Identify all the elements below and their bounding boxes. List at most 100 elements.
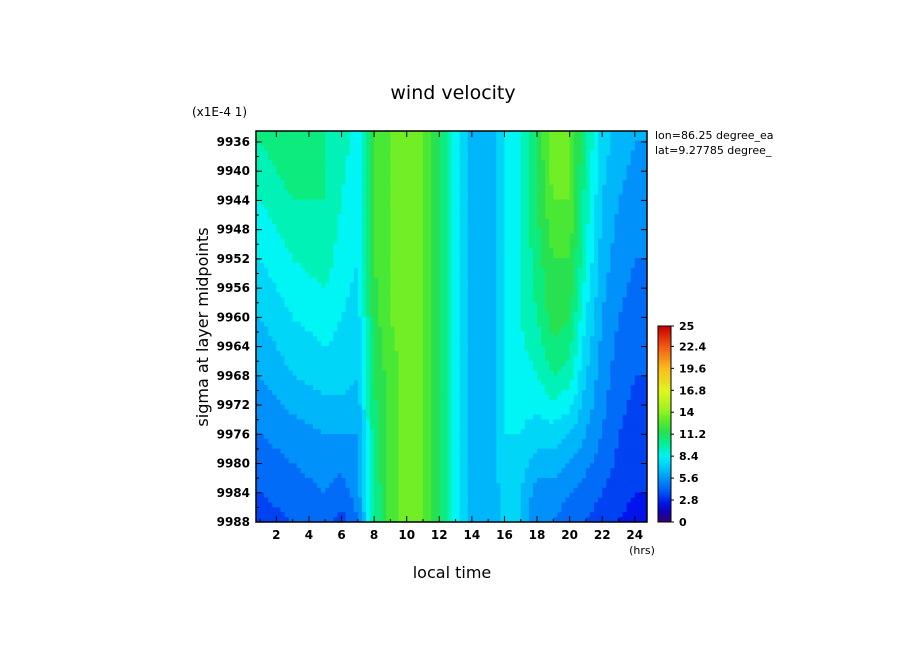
contour-cell bbox=[337, 370, 343, 376]
contour-cell bbox=[288, 267, 294, 274]
contour-cell bbox=[394, 346, 400, 352]
contour-cell bbox=[634, 365, 640, 372]
contour-cell bbox=[410, 321, 416, 328]
contour-cell bbox=[317, 346, 322, 352]
contour-cell bbox=[427, 282, 432, 288]
contour-cell bbox=[524, 302, 530, 308]
contour-cell bbox=[410, 218, 416, 225]
contour-cell bbox=[589, 316, 595, 323]
contour-cell bbox=[622, 297, 628, 303]
contour-cell bbox=[512, 292, 518, 298]
contour-cell bbox=[264, 311, 269, 318]
contour-cell bbox=[537, 179, 542, 186]
contour-cell bbox=[594, 258, 599, 264]
contour-cell bbox=[382, 302, 387, 308]
contour-cell bbox=[345, 321, 351, 328]
contour-cell bbox=[398, 287, 404, 293]
contour-cell bbox=[365, 179, 371, 186]
contour-cell bbox=[528, 160, 534, 166]
contour-cell bbox=[545, 292, 550, 298]
contour-cell bbox=[280, 189, 286, 196]
contour-cell bbox=[313, 258, 318, 264]
contour-cell bbox=[471, 218, 477, 225]
contour-cell bbox=[471, 155, 477, 161]
contour-cell bbox=[537, 336, 542, 342]
contour-cell bbox=[610, 346, 616, 352]
contour-cell bbox=[288, 140, 294, 147]
contour-cell bbox=[537, 243, 542, 249]
contour-cell bbox=[308, 209, 314, 215]
contour-cell bbox=[337, 233, 343, 240]
contour-cell bbox=[480, 297, 485, 303]
contour-cell bbox=[634, 223, 640, 230]
contour-cell bbox=[598, 302, 603, 308]
contour-cell bbox=[341, 170, 347, 176]
contour-cell bbox=[402, 204, 408, 210]
contour-cell bbox=[549, 306, 554, 313]
contour-cell bbox=[549, 321, 554, 328]
contour-cell bbox=[374, 287, 379, 293]
contour-cell bbox=[638, 189, 644, 196]
contour-cell bbox=[594, 380, 599, 386]
contour-cell bbox=[537, 282, 542, 288]
contour-cell bbox=[378, 375, 383, 381]
contour-cell bbox=[557, 306, 563, 313]
contour-cell bbox=[296, 194, 302, 201]
contour-cell bbox=[602, 170, 607, 176]
contour-cell bbox=[264, 287, 269, 293]
contour-cell bbox=[610, 375, 616, 381]
contour-cell bbox=[638, 243, 644, 249]
contour-cell bbox=[610, 218, 616, 225]
contour-cell bbox=[455, 375, 461, 381]
contour-cell bbox=[585, 140, 591, 147]
contour-cell bbox=[382, 228, 387, 235]
contour-cell bbox=[296, 150, 302, 157]
contour-cell bbox=[414, 160, 420, 166]
contour-cell bbox=[308, 179, 314, 186]
contour-cell bbox=[337, 131, 343, 137]
contour-cell bbox=[353, 165, 359, 171]
contour-cell bbox=[467, 214, 473, 220]
contour-cell bbox=[378, 360, 383, 367]
contour-cell bbox=[300, 150, 306, 157]
contour-cell bbox=[610, 214, 616, 220]
contour-cell bbox=[614, 194, 620, 201]
contour-cell bbox=[606, 214, 611, 220]
contour-cell bbox=[296, 155, 302, 161]
contour-cell bbox=[439, 282, 444, 288]
contour-cell bbox=[528, 346, 534, 352]
contour-cell bbox=[634, 375, 640, 381]
contour-cell bbox=[471, 336, 477, 342]
contour-cell bbox=[569, 248, 575, 254]
contour-cell bbox=[386, 321, 391, 328]
contour-cell bbox=[573, 160, 579, 166]
contour-cell bbox=[626, 375, 632, 381]
contour-cell bbox=[638, 267, 644, 274]
contour-cell bbox=[467, 380, 473, 386]
contour-cell bbox=[585, 331, 591, 337]
contour-cell bbox=[516, 336, 522, 342]
contour-cell bbox=[630, 170, 636, 176]
contour-cell bbox=[471, 204, 477, 210]
contour-cell bbox=[264, 321, 269, 328]
contour-cell bbox=[577, 277, 583, 284]
contour-cell bbox=[577, 370, 583, 376]
contour-cell bbox=[427, 297, 432, 303]
contour-cell bbox=[345, 184, 351, 191]
contour-cell bbox=[390, 150, 396, 157]
contour-cell bbox=[325, 282, 330, 288]
contour-cell bbox=[581, 311, 587, 318]
contour-cell bbox=[284, 253, 290, 259]
contour-cell bbox=[300, 165, 306, 171]
contour-cell bbox=[545, 277, 550, 284]
contour-cell bbox=[614, 248, 620, 254]
contour-cell bbox=[622, 375, 628, 381]
contour-cell bbox=[520, 233, 526, 240]
contour-cell bbox=[398, 306, 404, 313]
contour-cell bbox=[341, 179, 347, 186]
contour-cell bbox=[598, 233, 603, 240]
contour-cell bbox=[569, 282, 575, 288]
contour-cell bbox=[451, 238, 457, 245]
contour-cell bbox=[480, 209, 485, 215]
contour-cell bbox=[292, 306, 298, 313]
